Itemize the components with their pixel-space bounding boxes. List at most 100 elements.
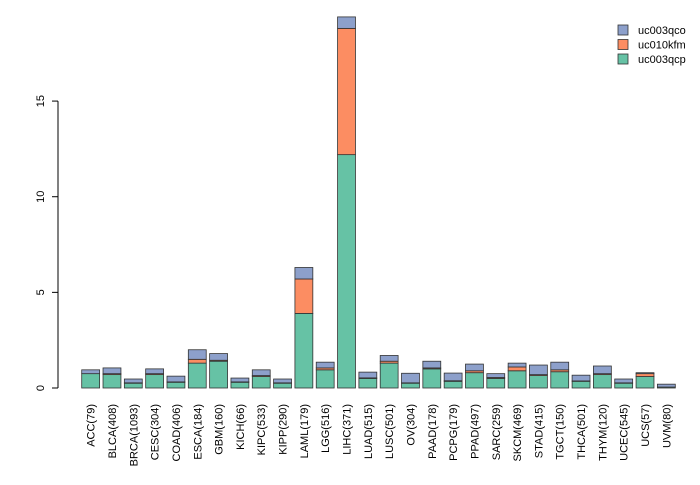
bar-segment-uc010kfm — [188, 359, 206, 363]
bar-segment-uc003qcp — [593, 375, 611, 388]
legend-label: uc003qcp — [638, 54, 686, 66]
bar-segment-uc003qcp — [274, 383, 292, 388]
bar-segment-uc003qcp — [615, 383, 633, 388]
x-tick-label: KIPC(533) — [256, 404, 268, 455]
bar-segment-uc003qcp — [529, 376, 547, 388]
legend: uc003qco uc010kfm uc003qcp — [618, 25, 686, 66]
bar-segment-uc003qcp — [636, 377, 654, 388]
x-tick-label: ESCA(184) — [192, 404, 204, 460]
x-tick-label: PCPG(179) — [448, 404, 460, 461]
x-tick-label: TGCT(150) — [555, 404, 567, 460]
bar-segment-uc003qco — [508, 363, 526, 367]
bar-segment-uc003qco — [103, 368, 121, 374]
bar-segment-uc003qco — [487, 374, 505, 378]
bar-segment-uc003qco — [295, 267, 313, 278]
x-tick-label: THCA(501) — [576, 404, 588, 460]
bar-segment-uc003qcp — [380, 363, 398, 388]
bar-segment-uc003qcp — [167, 382, 185, 388]
bar-segment-uc003qco — [146, 369, 164, 374]
x-tick-label: LGG(516) — [320, 404, 332, 453]
bar-segment-uc003qco — [423, 361, 441, 368]
x-tick-label: STAD(415) — [533, 404, 545, 458]
bar-segment-uc003qcp — [572, 381, 590, 388]
bar-segment-uc003qco — [657, 384, 675, 387]
bar-segment-uc003qco — [572, 375, 590, 381]
x-tick-label: BRCA(1093) — [128, 404, 140, 466]
bar-segment-uc003qcp — [487, 378, 505, 388]
bar-segment-uc003qcp — [188, 363, 206, 388]
bar-segment-uc003qcp — [551, 372, 569, 388]
bar-segment-uc003qco — [465, 364, 483, 371]
bar-segment-uc003qco — [636, 373, 654, 374]
legend-label: uc010kfm — [638, 40, 686, 52]
x-tick-label: SARC(259) — [491, 404, 503, 460]
bar-segment-uc003qcp — [444, 381, 462, 388]
x-tick-label: BLCA(408) — [107, 404, 119, 458]
x-tick-label: SKCM(469) — [512, 404, 524, 461]
bar-segment-uc003qcp — [508, 371, 526, 388]
bar-segment-uc003qcp — [465, 373, 483, 388]
bar-segment-uc003qcp — [146, 375, 164, 388]
legend-swatch — [618, 40, 628, 50]
bar-segment-uc010kfm — [508, 367, 526, 371]
x-tick-label: UVM(80) — [661, 404, 673, 448]
x-tick-label: LUAD(515) — [363, 404, 375, 459]
bar-segment-uc003qco — [252, 370, 270, 376]
bar-segment-uc003qco — [316, 362, 334, 368]
bar-segment-uc003qco — [615, 379, 633, 383]
bar-segment-uc010kfm — [338, 28, 356, 154]
x-tick-label: ACC(79) — [86, 404, 98, 447]
bar-segment-uc010kfm — [295, 279, 313, 313]
x-tick-label: GBM(160) — [214, 404, 226, 455]
legend-label: uc003qco — [638, 25, 686, 37]
bar-segment-uc003qco — [231, 378, 249, 382]
x-tick-label: PPAD(497) — [469, 404, 481, 459]
bar-segment-uc003qco — [188, 350, 206, 360]
x-tick-label: COAD(406) — [171, 404, 183, 461]
bar-segment-uc003qcp — [295, 313, 313, 388]
bar-segment-uc003qco — [593, 366, 611, 374]
bar-segment-uc003qco — [338, 17, 356, 28]
bar-segment-uc003qcp — [423, 369, 441, 388]
bar-segment-uc003qco — [167, 376, 185, 382]
bar-segment-uc003qcp — [316, 370, 334, 388]
bar-segment-uc003qcp — [231, 382, 249, 388]
bars-group — [82, 17, 676, 388]
bar-segment-uc003qco — [444, 373, 462, 381]
y-tick-label: 15 — [35, 95, 47, 107]
bar-segment-uc003qco — [210, 354, 228, 361]
bar-segment-uc003qco — [402, 373, 420, 383]
y-tick-label: 0 — [35, 385, 47, 391]
bar-segment-uc003qcp — [82, 374, 100, 388]
bar-segment-uc003qcp — [103, 375, 121, 388]
x-tick-label: OV(304) — [405, 404, 417, 446]
bar-segment-uc003qco — [82, 370, 100, 374]
bar-segment-uc003qco — [380, 355, 398, 361]
bar-segment-uc003qco — [359, 372, 377, 378]
x-tick-label: LIHC(371) — [342, 404, 354, 455]
bar-segment-uc003qcp — [124, 383, 142, 388]
bar-segment-uc003qcp — [402, 383, 420, 388]
bar-segment-uc003qcp — [338, 155, 356, 388]
bar-segment-uc003qco — [124, 379, 142, 383]
bar-segment-uc003qcp — [359, 378, 377, 388]
legend-swatch — [618, 54, 628, 64]
bar-segment-uc003qcp — [210, 361, 228, 388]
bar-segment-uc010kfm — [636, 374, 654, 377]
bar-segment-uc003qco — [551, 362, 569, 370]
y-tick-label: 5 — [35, 289, 47, 295]
x-tick-label: UCS(57) — [640, 404, 652, 447]
bar-segment-uc003qco — [274, 379, 292, 383]
x-tick-label: KICH(66) — [235, 404, 247, 450]
x-tick-label: CESC(304) — [150, 404, 162, 460]
bar-segment-uc003qcp — [252, 377, 270, 388]
x-tick-label: LAML(179) — [299, 404, 311, 458]
legend-swatch — [618, 25, 628, 35]
x-axis: ACC(79) BLCA(408) BRCA(1093) CESC(304) COAD(… — [86, 404, 674, 466]
bar-segment-uc003qco — [529, 365, 547, 375]
x-tick-label: PAAD(178) — [427, 404, 439, 459]
x-tick-label: KIPP(290) — [278, 404, 290, 455]
